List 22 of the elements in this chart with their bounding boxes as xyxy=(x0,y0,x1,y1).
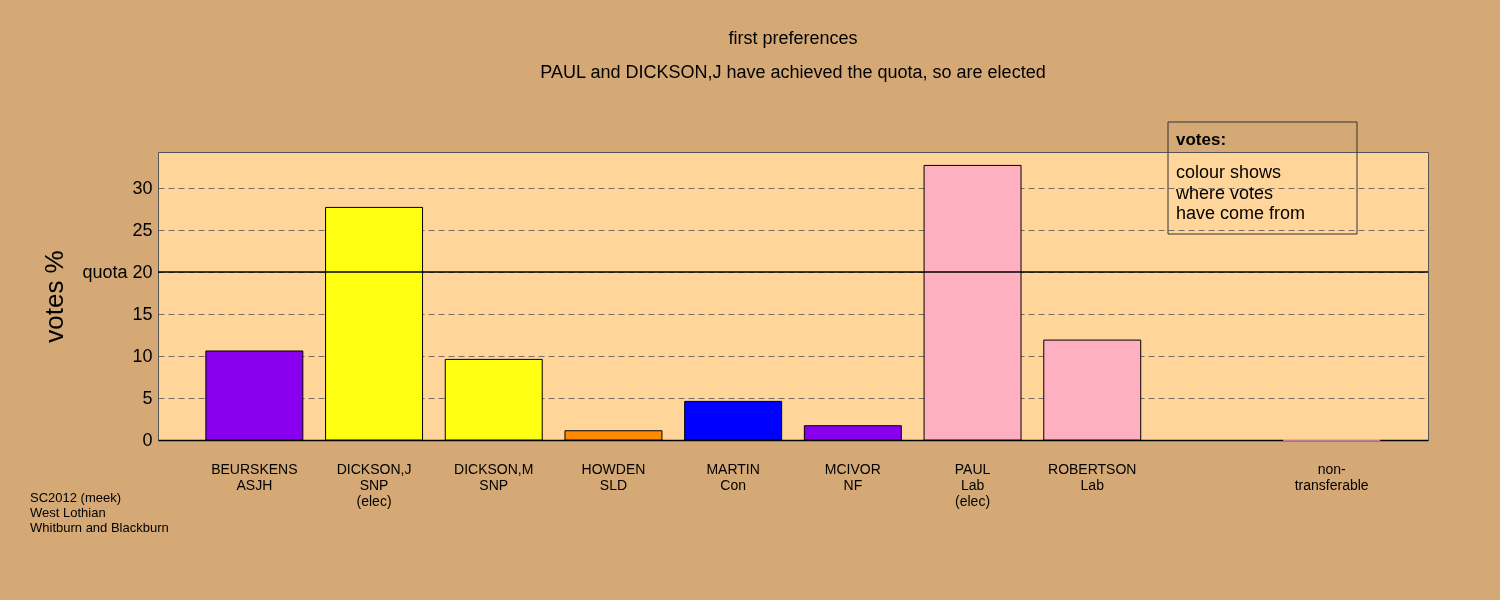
y-tick-label: 10 xyxy=(132,345,153,366)
y-tick-label: 5 xyxy=(142,387,153,408)
x-tick-label: BEURSKENS ASJH xyxy=(211,460,298,493)
text: SC2012 (meek) West Lothian Whitburn and Blackburn xyxy=(30,490,169,535)
x-tick-label: MARTIN Con xyxy=(706,460,760,493)
y-tick-label: 0 xyxy=(142,429,153,450)
x-tick-label: PAUL Lab (elec) xyxy=(954,460,991,509)
chart-title: first preferences xyxy=(728,28,858,48)
y-tick-label: 25 xyxy=(132,219,153,240)
x-tick-label: DICKSON,J SNP (elec) xyxy=(336,460,412,509)
y-tick-label: 30 xyxy=(132,177,153,198)
x-tick-label: ROBERTSON Lab xyxy=(1048,460,1137,493)
x-tick-label: non- transferable xyxy=(1294,460,1369,493)
annotation: colour shows where votes have come from xyxy=(1175,162,1306,224)
y-axis-title: votes % xyxy=(39,250,70,343)
x-tick-label: HOWDEN SLD xyxy=(581,460,646,493)
y-tick-label: quota 20 xyxy=(82,261,153,282)
x-tick-label: DICKSON,M SNP xyxy=(454,460,534,493)
chart-subtitle: PAUL and DICKSON,J have achieved the quota, so are elected xyxy=(540,62,1046,82)
y-tick-label: 15 xyxy=(132,303,153,324)
x-tick-label: MCIVOR NF xyxy=(824,460,881,493)
text: votes: xyxy=(1176,130,1227,149)
